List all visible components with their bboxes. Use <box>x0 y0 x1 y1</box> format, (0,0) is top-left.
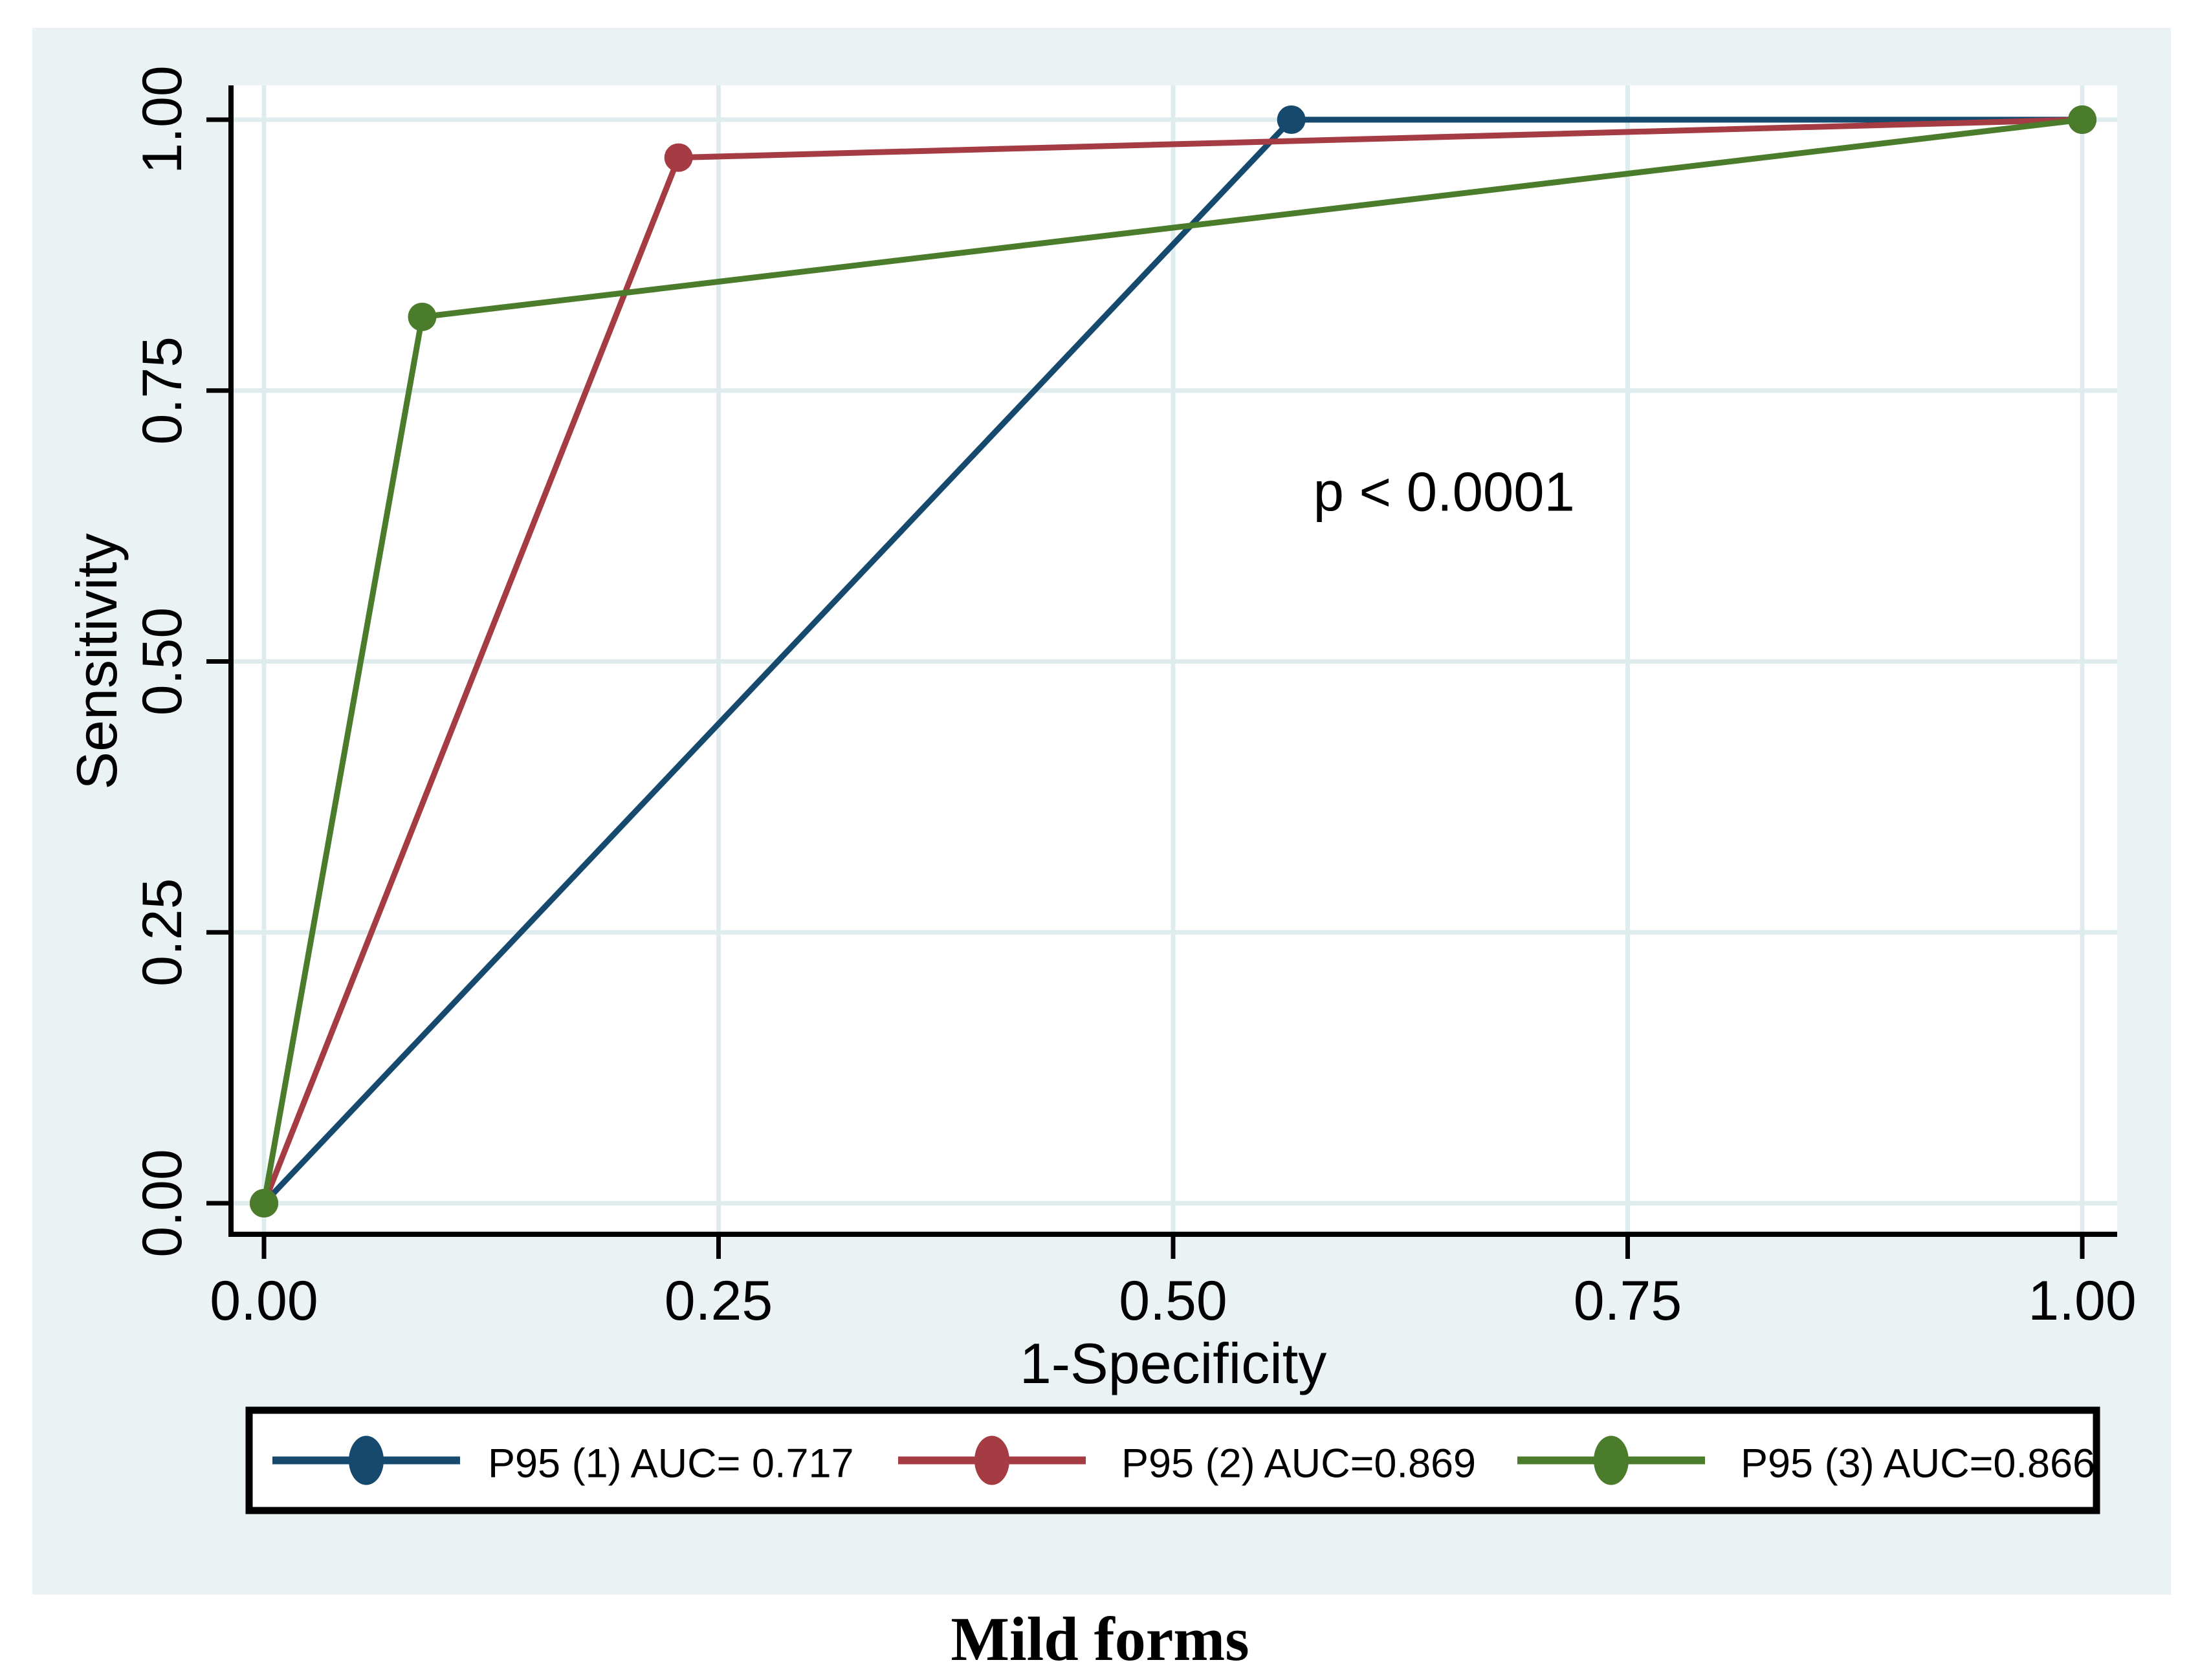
x-axis-title: 1-Specificity <box>1020 1331 1326 1395</box>
legend-entry-marker-3 <box>1594 1435 1629 1485</box>
legend-entry-marker-2 <box>974 1435 1009 1485</box>
y-tick-label-0.50: 0.50 <box>131 607 193 715</box>
legend-box <box>245 1406 2100 1514</box>
y-tick-label-0.00: 0.00 <box>131 1149 193 1257</box>
p-value-annotation: p < 0.0001 <box>1314 462 1575 523</box>
y-tick-label-0.25: 0.25 <box>131 878 193 987</box>
legend-entry-label-3: P95 (3) AUC=0.866 <box>1741 1441 2095 1487</box>
x-tick-label-1.00: 1.00 <box>2028 1270 2136 1332</box>
roc-marker-series-3 <box>2068 105 2096 134</box>
roc-marker-series-1 <box>1277 105 1306 134</box>
y-tick-label-0.75: 0.75 <box>131 336 193 444</box>
roc-marker-series-3 <box>408 302 437 331</box>
legend-entry-label-2: P95 (2) AUC=0.869 <box>1121 1441 1476 1487</box>
x-tick-label-0.25: 0.25 <box>665 1270 773 1332</box>
y-tick-label-1.00: 1.00 <box>131 65 193 173</box>
x-tick-label-0.50: 0.50 <box>1119 1270 1227 1332</box>
x-tick-label-0.00: 0.00 <box>210 1270 318 1332</box>
legend-entry-marker-1 <box>349 1435 384 1485</box>
legend-entry-label-1: P95 (1) AUC= 0.717 <box>488 1441 854 1487</box>
roc-marker-series-3 <box>250 1189 278 1217</box>
x-tick-label-0.75: 0.75 <box>1574 1270 1682 1332</box>
axis-lines <box>228 85 2117 1237</box>
figure-caption: Mild forms <box>951 1604 1249 1674</box>
roc-marker-series-2 <box>664 143 693 172</box>
y-axis-title: Sensitivity <box>65 533 129 789</box>
